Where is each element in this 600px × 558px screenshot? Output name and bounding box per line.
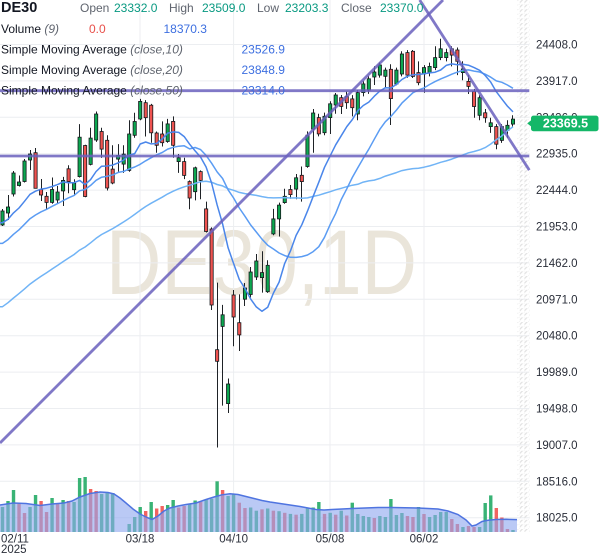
- svg-text:Volume (9): Volume (9): [1, 22, 59, 36]
- svg-text:High: High: [169, 1, 194, 15]
- svg-text:Simple Moving Average (close,2: Simple Moving Average (close,20): [1, 63, 183, 77]
- svg-text:23526.9: 23526.9: [242, 43, 286, 57]
- svg-text:23314.0: 23314.0: [242, 84, 286, 98]
- svg-text:Open: Open: [80, 1, 109, 15]
- svg-text:Simple Moving Average (close,5: Simple Moving Average (close,50): [1, 84, 183, 98]
- svg-text:23917.0: 23917.0: [536, 76, 578, 88]
- svg-text:0.0: 0.0: [89, 22, 106, 36]
- svg-text:19989.0: 19989.0: [536, 367, 578, 379]
- svg-text:19007.0: 19007.0: [536, 440, 578, 452]
- svg-text:05/08: 05/08: [316, 534, 345, 546]
- svg-text:18025.0: 18025.0: [536, 513, 578, 525]
- svg-text:20971.0: 20971.0: [536, 294, 578, 306]
- svg-text:24408.0: 24408.0: [536, 40, 578, 52]
- svg-text:18370.3: 18370.3: [164, 22, 208, 36]
- svg-text:03/18: 03/18: [126, 534, 155, 546]
- svg-text:21953.0: 21953.0: [536, 222, 578, 234]
- svg-text:DE30: DE30: [1, 0, 37, 16]
- svg-text:02/11: 02/11: [1, 534, 29, 546]
- svg-text:23203.3: 23203.3: [285, 1, 329, 15]
- svg-text:23848.9: 23848.9: [242, 63, 286, 77]
- svg-text:Simple Moving Average (close,1: Simple Moving Average (close,10): [1, 43, 183, 57]
- svg-text:06/02: 06/02: [410, 534, 439, 546]
- svg-text:23332.0: 23332.0: [114, 1, 158, 15]
- svg-text:23369.5: 23369.5: [543, 117, 588, 131]
- svg-text:21462.0: 21462.0: [536, 258, 578, 270]
- svg-text:04/10: 04/10: [219, 534, 248, 546]
- svg-text:18516.0: 18516.0: [536, 476, 578, 488]
- svg-text:19498.0: 19498.0: [536, 404, 578, 416]
- svg-text:23509.0: 23509.0: [202, 1, 246, 15]
- svg-text:Low: Low: [257, 1, 279, 15]
- svg-text:Close: Close: [341, 1, 372, 15]
- svg-text:23370.0: 23370.0: [380, 1, 424, 15]
- svg-text:2025: 2025: [1, 544, 27, 556]
- svg-text:22935.0: 22935.0: [536, 149, 578, 161]
- svg-text:22444.0: 22444.0: [536, 185, 578, 197]
- svg-text:20480.0: 20480.0: [536, 331, 578, 343]
